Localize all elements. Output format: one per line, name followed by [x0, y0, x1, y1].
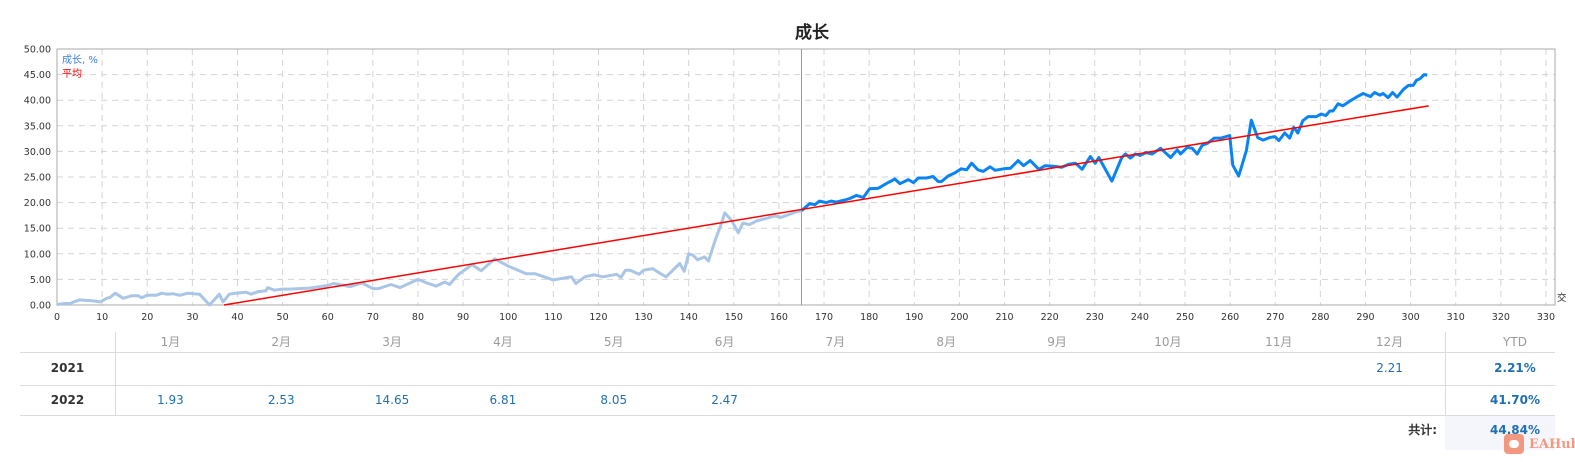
month-header: 6月: [714, 335, 735, 349]
x-tick-label: 320: [1492, 312, 1510, 323]
table-column-divider: [1445, 332, 1446, 450]
month-header: 5月: [603, 335, 624, 349]
watermark-text: EAHub: [1529, 436, 1575, 452]
total-label: 共计:: [1408, 423, 1437, 437]
month-header: 11月: [1265, 335, 1293, 349]
x-tick-label: 180: [860, 312, 878, 323]
x-axis: 0 10 20 30 40 50 60 70 80 90 100 110 120 130 140 150 160…: [54, 312, 1555, 323]
plot-area-border: [56, 48, 1556, 306]
month-header: 3月: [382, 335, 402, 349]
x-tick-label: 330: [1537, 312, 1555, 323]
series-lines: [56, 73, 1429, 307]
growth-chart: 成长 0.00 5.00 10.00 15.00 20.00 25.00 30.00 35.0…: [24, 22, 1567, 323]
watermark: EAHub: [1504, 434, 1575, 454]
table-divider: [20, 385, 1555, 386]
y-tick-label: 20.00: [24, 198, 51, 209]
row-year: 2022: [50, 393, 85, 407]
x-tick-label: 120: [589, 312, 607, 323]
x-tick-label: 220: [1041, 312, 1059, 323]
x-tick-label: 90: [457, 312, 469, 323]
x-tick-label: 130: [634, 312, 652, 323]
growth-line: [800, 73, 1428, 212]
month-header: 12月: [1375, 335, 1404, 349]
table-divider: [20, 352, 1555, 353]
month-header: 10月: [1154, 335, 1182, 349]
x-tick-label: 200: [950, 312, 968, 323]
month-value: 1.93: [157, 393, 184, 407]
y-tick-label: 30.00: [24, 147, 51, 158]
y-tick-label: 0.00: [30, 301, 51, 312]
ytd-value: 2.21%: [1494, 361, 1536, 375]
month-value: 8.05: [600, 393, 628, 407]
month-header: 2月: [271, 335, 292, 349]
y-tick-label: 15.00: [24, 224, 51, 235]
y-axis: 0.00 5.00 10.00 15.00 20.00 25.00 30.00 35.00 40…: [24, 45, 51, 312]
legend-growth: 成长, %: [62, 54, 98, 66]
x-tick-label: 270: [1266, 312, 1284, 323]
month-header: 7月: [825, 335, 846, 349]
x-tick-label: 70: [367, 312, 379, 323]
y-tick-label: 10.00: [24, 249, 51, 260]
y-tick-label: 25.00: [24, 173, 51, 184]
x-tick-label: 160: [770, 312, 788, 323]
x-tick-label: 0: [54, 312, 60, 323]
row-year: 2021: [50, 361, 85, 375]
average-line: [223, 105, 1429, 306]
month-header: 1月: [160, 335, 181, 349]
x-tick-label: 240: [1131, 312, 1149, 323]
x-tick-label: 80: [412, 312, 424, 323]
x-tick-label: 10: [96, 312, 108, 323]
x-tick-label: 60: [322, 312, 334, 323]
x-tick-label: 50: [277, 312, 289, 323]
x-tick-label: 260: [1221, 312, 1239, 323]
table-divider: [20, 415, 1555, 416]
y-tick-label: 50.00: [24, 45, 51, 56]
x-tick-label: 40: [231, 312, 243, 323]
month-value: 6.81: [489, 393, 517, 407]
legend-average: 平均: [62, 68, 82, 80]
x-tick-label: 30: [186, 312, 198, 323]
pig-logo-icon: [1504, 434, 1524, 454]
x-tick-label: 190: [905, 312, 923, 323]
ytd-header: YTD: [1503, 335, 1527, 349]
x-tick-label: 250: [1176, 312, 1194, 323]
total-value: 44.84%: [1490, 423, 1540, 437]
x-tick-label: 140: [680, 312, 698, 323]
x-axis-label-partial: 交: [1557, 292, 1567, 304]
x-tick-label: 290: [1356, 312, 1374, 323]
y-tick-label: 35.00: [24, 121, 51, 132]
x-tick-label: 280: [1311, 312, 1329, 323]
month-header: 4月: [493, 335, 513, 349]
x-tick-label: 310: [1447, 312, 1465, 323]
month-value: 2.21: [1376, 361, 1403, 375]
growth-line-past: [56, 209, 802, 307]
x-tick-label: 170: [815, 312, 833, 323]
x-tick-label: 210: [995, 312, 1013, 323]
y-tick-label: 45.00: [24, 70, 51, 81]
chart-title: 成长: [795, 22, 830, 43]
total-cell-bg: [1445, 416, 1555, 450]
x-tick-label: 20: [141, 312, 153, 323]
y-tick-label: 5.00: [30, 275, 51, 286]
x-tick-label: 300: [1402, 312, 1420, 323]
grid: [57, 49, 1555, 305]
x-tick-label: 230: [1086, 312, 1104, 323]
y-tick-label: 40.00: [24, 96, 51, 107]
month-value: 2.53: [267, 393, 295, 407]
ytd-value: 41.70%: [1490, 393, 1540, 407]
table-column-divider: [115, 332, 116, 415]
month-header: 8月: [936, 335, 957, 349]
month-header: 9月: [1047, 335, 1067, 349]
x-tick-label: 150: [725, 312, 743, 323]
month-value: 2.47: [711, 393, 738, 407]
month-value: 14.65: [374, 393, 410, 407]
x-tick-label: 110: [544, 312, 562, 323]
x-tick-label: 100: [499, 312, 517, 323]
